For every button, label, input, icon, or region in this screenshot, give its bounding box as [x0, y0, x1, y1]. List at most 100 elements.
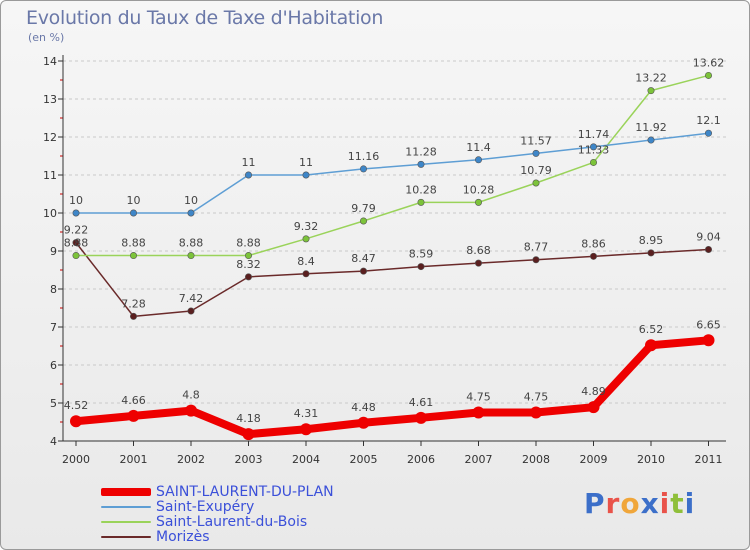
data-point	[645, 339, 657, 352]
data-label: 4.31	[294, 407, 319, 420]
y-tick-label: 11	[43, 169, 57, 182]
y-tick-label: 5	[50, 397, 57, 410]
data-point	[302, 235, 310, 243]
series-line-2	[75, 74, 710, 257]
data-label: 8.86	[581, 237, 606, 250]
data-label: 11.74	[578, 128, 610, 141]
data-point	[127, 409, 140, 422]
y-tick-label: 12	[43, 131, 57, 144]
y-tick-label: 8	[50, 283, 57, 296]
y-tick-label: 9	[50, 245, 57, 258]
data-point	[359, 165, 367, 173]
data-label: 4.89	[581, 385, 606, 398]
data-point	[702, 334, 715, 347]
legend-label: Saint-Laurent-du-Bois	[156, 514, 308, 530]
data-point	[417, 198, 425, 206]
legend-swatch	[101, 536, 151, 538]
data-point	[704, 71, 712, 79]
data-label: 9.79	[351, 202, 376, 215]
data-point	[532, 149, 540, 157]
chart-title: Evolution du Taux de Taxe d'Habitation	[26, 7, 384, 29]
data-label: 11	[299, 156, 313, 169]
data-point	[647, 136, 655, 144]
data-label: 10.79	[520, 164, 552, 177]
y-tick-label: 13	[43, 93, 57, 106]
data-point	[359, 217, 367, 225]
x-tick-label: 2002	[177, 453, 205, 466]
series-line-3	[75, 241, 710, 318]
data-label: 4.48	[351, 401, 376, 414]
data-label: 4.61	[409, 396, 434, 409]
legend-swatch	[101, 506, 151, 508]
data-label: 4.75	[524, 391, 549, 404]
data-point	[417, 263, 425, 271]
data-point	[70, 415, 82, 428]
data-label: 8.88	[236, 237, 261, 250]
legend-label: Morizès	[156, 529, 210, 545]
series-layer	[70, 71, 715, 441]
data-label: 11	[242, 156, 256, 169]
data-label: 8.88	[179, 237, 204, 250]
data-point	[242, 428, 255, 441]
data-point	[245, 171, 253, 179]
data-label: 8.95	[639, 234, 664, 247]
data-label: 11.33	[578, 143, 610, 156]
data-label: 4.75	[466, 391, 491, 404]
x-tick-label: 2007	[465, 453, 493, 466]
data-point	[130, 312, 138, 320]
logo-letter: o	[620, 487, 641, 520]
data-point	[130, 209, 138, 217]
data-point	[587, 401, 600, 414]
data-label: 8.88	[64, 237, 89, 250]
data-label: 10.28	[463, 183, 495, 196]
data-label: 4.52	[64, 399, 89, 412]
data-label: 9.32	[294, 220, 319, 233]
logo-letter: t	[670, 487, 685, 520]
data-point	[187, 252, 195, 260]
logo-letter: i	[659, 487, 671, 520]
x-tick-label: 2010	[637, 453, 665, 466]
axes: 4 5 6 7 8 9 10 11 12 13 14 2000 2001 2002 2003 2004 2005…	[43, 55, 726, 466]
legend-label: SAINT-LAURENT-DU-PLAN	[156, 484, 334, 500]
series-line-1	[75, 132, 710, 214]
x-tick-label: 2011	[695, 453, 723, 466]
data-label: 10	[69, 194, 83, 207]
data-point	[72, 209, 80, 217]
data-label: 8.59	[409, 248, 434, 261]
data-label: 7.28	[121, 297, 146, 310]
data-point	[704, 129, 712, 137]
data-point	[245, 273, 253, 281]
data-label: 8.88	[121, 237, 146, 250]
x-tick-label: 2000	[62, 453, 90, 466]
logo-letter: P	[584, 487, 606, 520]
data-point	[704, 245, 712, 253]
y-tick-label: 14	[43, 55, 57, 68]
data-point	[187, 209, 195, 217]
data-point	[530, 406, 542, 419]
data-label: 11.28	[405, 145, 437, 158]
data-label: 8.68	[466, 244, 491, 257]
proxiti-logo: Proxiti	[584, 487, 695, 520]
data-point	[647, 249, 655, 257]
data-point	[472, 406, 485, 419]
data-label: 8.47	[351, 252, 376, 265]
data-point	[589, 252, 597, 260]
data-point	[187, 307, 195, 315]
x-tick-label: 2003	[235, 453, 263, 466]
data-point	[532, 256, 540, 264]
data-point	[415, 411, 427, 424]
data-point	[589, 143, 597, 151]
x-tick-label: 2004	[292, 453, 320, 466]
data-label: 6.52	[639, 323, 664, 336]
data-label: 4.8	[182, 389, 200, 402]
data-point	[532, 179, 540, 187]
data-label: 6.65	[696, 318, 721, 331]
data-point	[474, 156, 482, 164]
data-point	[302, 171, 310, 179]
data-label: 11.92	[635, 121, 667, 134]
data-label: 11.57	[520, 134, 552, 147]
y-tick-label: 7	[50, 321, 57, 334]
data-label-layer: 9.22 7.28 7.42 8.32 8.4 8.47 8.59 8.68 8.77 8.86 8…	[64, 56, 725, 425]
data-label: 13.22	[635, 72, 667, 85]
